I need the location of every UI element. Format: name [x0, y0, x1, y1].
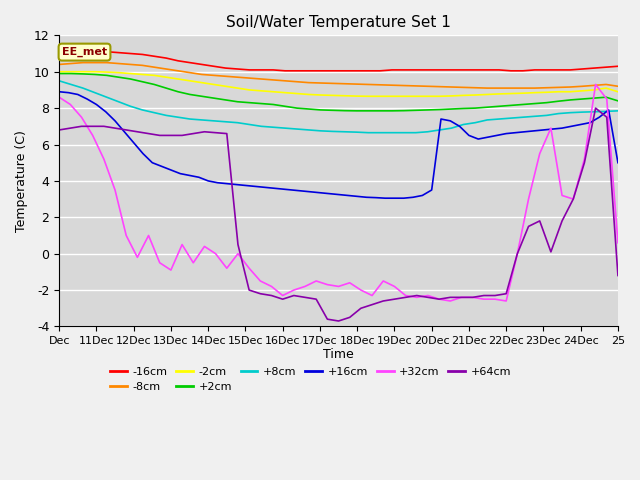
X-axis label: Time: Time	[323, 348, 354, 360]
Text: EE_met: EE_met	[62, 47, 107, 57]
Y-axis label: Temperature (C): Temperature (C)	[15, 130, 28, 232]
Title: Soil/Water Temperature Set 1: Soil/Water Temperature Set 1	[226, 15, 451, 30]
Legend: -16cm, -8cm, -2cm, +2cm, +8cm, +16cm, +32cm, +64cm: -16cm, -8cm, -2cm, +2cm, +8cm, +16cm, +3…	[106, 362, 516, 396]
